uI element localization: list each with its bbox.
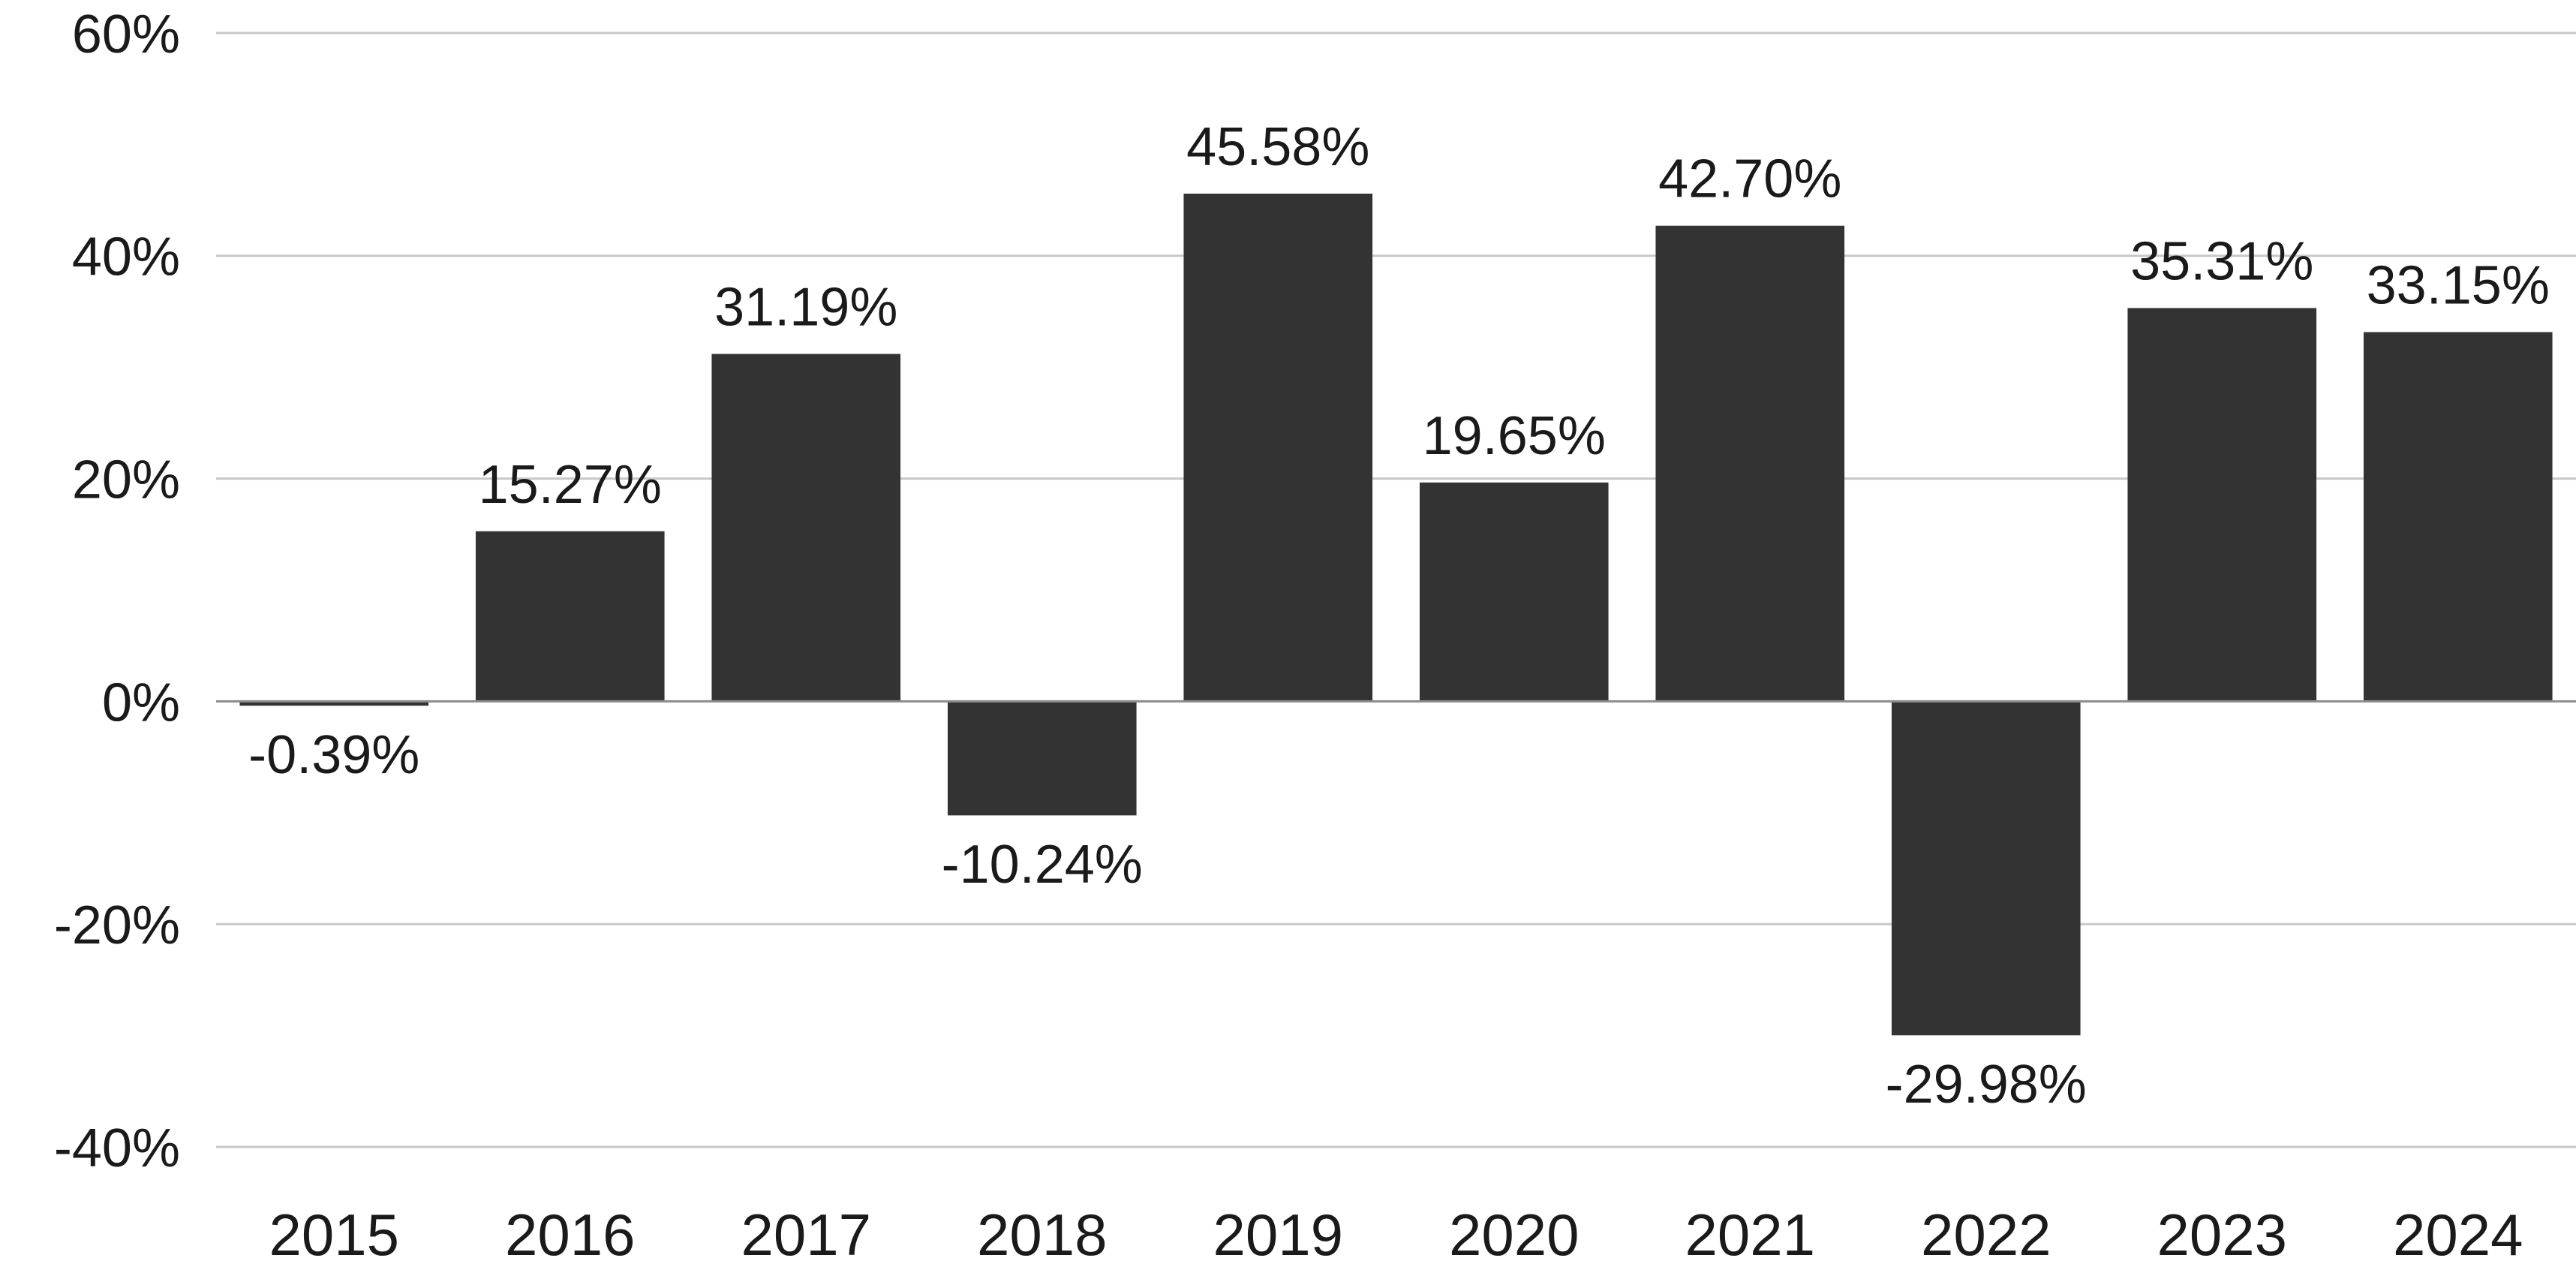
data-labels: -0.39% 15.27% 31.19% -10.24% 45.58% 19.65% 42.… [248, 117, 2550, 1115]
data-label-2016: 15.27% [479, 455, 662, 515]
bar-2017 [711, 354, 901, 702]
bar-2019 [1183, 193, 1373, 702]
data-label-2020: 19.65% [1423, 406, 1606, 466]
data-label-2017: 31.19% [714, 278, 897, 338]
x-axis-tick-labels: 2015 2016 2017 2018 2019 2020 2021 2022 2023 2024 [269, 1202, 2523, 1268]
data-label-2024: 33.15% [2367, 255, 2550, 315]
x-tick-label: 2017 [741, 1202, 871, 1268]
data-label-2022: -29.98% [1886, 1055, 2087, 1115]
gridlines [216, 32, 2576, 1148]
bars [239, 193, 2553, 1036]
x-tick-label: 2022 [1921, 1202, 2051, 1268]
x-tick-label: 2015 [269, 1202, 399, 1268]
bar-2018 [947, 701, 1137, 816]
y-tick-label: -40% [54, 1118, 180, 1178]
data-label-2021: 42.70% [1658, 149, 1841, 209]
bar-2021 [1655, 225, 1845, 702]
data-label-2015: -0.39% [248, 725, 419, 785]
bar-2016 [475, 531, 665, 702]
x-tick-label: 2019 [1213, 1202, 1343, 1268]
x-tick-label: 2016 [505, 1202, 636, 1268]
data-label-2019: 45.58% [1186, 117, 1369, 177]
x-tick-label: 2021 [1685, 1202, 1815, 1268]
y-tick-label: 40% [72, 227, 180, 287]
bar-2023 [2127, 308, 2317, 702]
x-tick-label: 2020 [1449, 1202, 1580, 1268]
y-tick-label: 60% [72, 5, 180, 65]
x-tick-label: 2023 [2157, 1202, 2287, 1268]
y-tick-label: -20% [54, 895, 180, 956]
x-tick-label: 2018 [977, 1202, 1108, 1268]
data-label-2018: -10.24% [942, 835, 1143, 895]
y-axis-tick-labels: 60% 40% 20% 0% -20% -40% [54, 5, 180, 1178]
bar-2024 [2363, 332, 2553, 702]
bar-2022 [1891, 701, 2081, 1036]
bar-2020 [1419, 482, 1609, 702]
x-tick-label: 2024 [2393, 1202, 2523, 1268]
bar-2015 [239, 701, 429, 706]
y-tick-label: 0% [102, 673, 180, 733]
y-tick-label: 20% [72, 450, 180, 510]
data-label-2023: 35.31% [2130, 231, 2313, 291]
